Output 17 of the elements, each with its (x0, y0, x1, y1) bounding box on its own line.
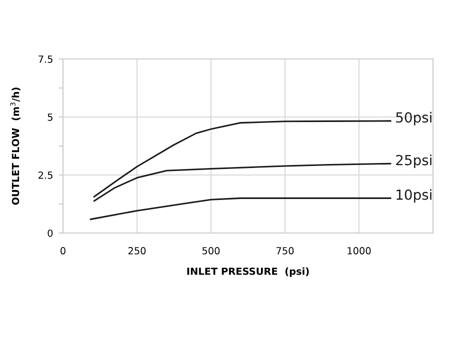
line-series (93, 120, 392, 198)
x-tick-label: 500 (202, 247, 220, 254)
line-series (93, 162, 392, 202)
line-series (90, 197, 392, 220)
x-tick-label: 250 (128, 247, 146, 254)
series-label: 25psi (396, 154, 432, 168)
y-tick-label: 5 (48, 114, 52, 121)
x-tick-label: 1000 (348, 247, 371, 254)
x-tick-label: 0 (60, 247, 66, 254)
y-tick-label: 7.5 (38, 56, 52, 63)
x-axis-title: INLET PRESSURE (psi) (187, 267, 309, 277)
y-axis-title: OUTLET FLOW (m$^{3}$/h) (10, 88, 20, 205)
series-label: 10psi (396, 189, 432, 203)
y-tick-label: 0 (48, 229, 53, 237)
y-tick-label: 2.5 (38, 171, 52, 179)
series-label: 50psi (396, 112, 432, 126)
x-tick-label: 750 (276, 247, 294, 254)
